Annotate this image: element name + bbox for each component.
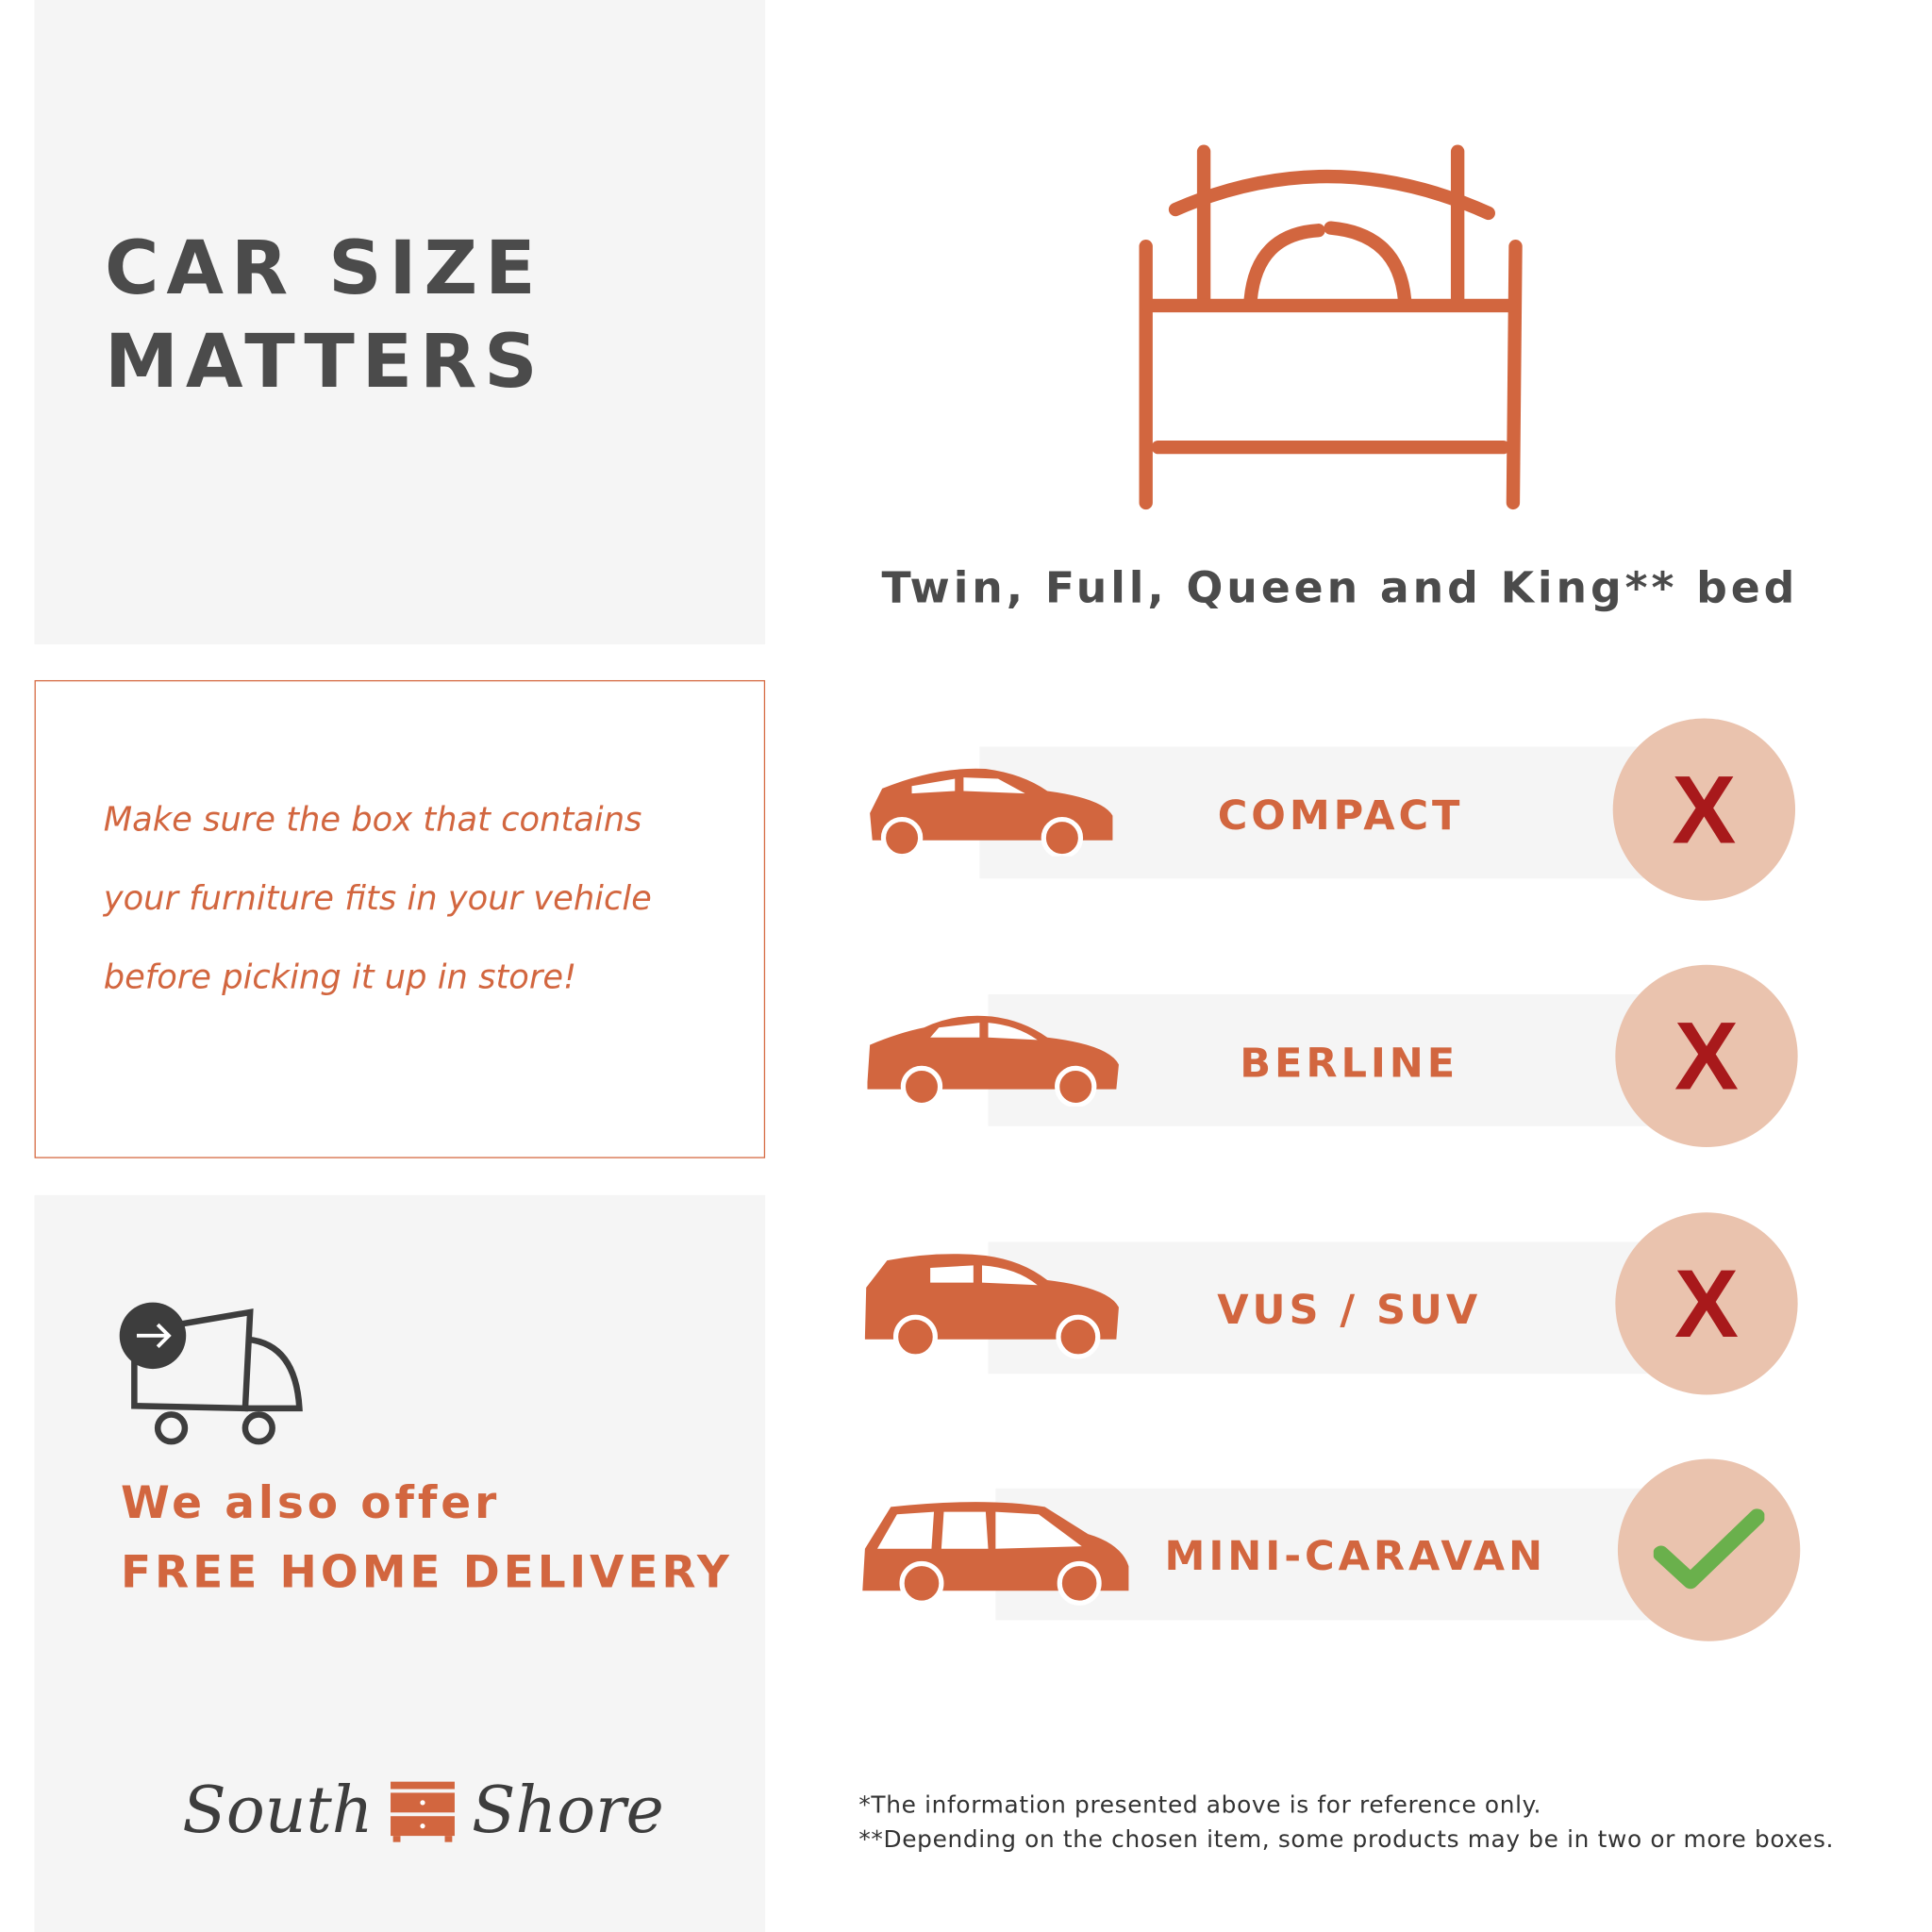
- x-icon: X: [1674, 1001, 1739, 1110]
- result-suv: X: [1615, 1212, 1798, 1395]
- x-icon: X: [1674, 1248, 1739, 1357]
- car-label-suv: VUS / SUV: [1217, 1285, 1482, 1334]
- sedan-car-icon: [867, 1015, 1119, 1107]
- bed-icon: [1139, 144, 1523, 510]
- note-line-2: your furniture fits in your vehicle: [103, 879, 652, 919]
- delivery-line-1: We also offer: [120, 1478, 501, 1529]
- dresser-icon: [390, 1781, 455, 1842]
- car-label-berline: BERLINE: [1240, 1039, 1459, 1087]
- note-line-1: Make sure the box that contains: [103, 800, 642, 840]
- car-label-minivan: MINI-CARAVAN: [1164, 1531, 1546, 1580]
- result-berline: X: [1615, 964, 1798, 1147]
- footnote-2: **Depending on the chosen item, some pro…: [858, 1825, 1835, 1854]
- logo-text-right: Shore: [471, 1774, 664, 1849]
- bed-caption: Twin, Full, Queen and King** bed: [881, 564, 1799, 614]
- x-icon: X: [1672, 754, 1737, 863]
- note-line-3: before picking it up in store!: [103, 958, 577, 997]
- south-shore-logo: South Shore: [182, 1774, 664, 1848]
- footnote-1: *The information presented above is for …: [858, 1791, 1542, 1819]
- note-box: [34, 679, 766, 1158]
- result-minivan: [1617, 1458, 1801, 1641]
- title-line-2: MATTERS: [105, 319, 545, 406]
- title-panel: [34, 0, 766, 645]
- suv-car-icon: [864, 1254, 1119, 1359]
- checkmark-icon: [1653, 1508, 1765, 1590]
- delivery-truck-icon: [119, 1302, 303, 1445]
- title-line-1: CAR SIZE: [105, 225, 543, 312]
- minivan-car-icon: [862, 1502, 1129, 1606]
- compact-car-icon: [870, 768, 1113, 857]
- result-compact: X: [1612, 718, 1796, 901]
- logo-text-left: South: [182, 1774, 374, 1849]
- page-title: CAR SIZE MATTERS: [105, 222, 544, 409]
- delivery-line-2: FREE HOME DELIVERY: [120, 1547, 733, 1599]
- car-label-compact: COMPACT: [1217, 791, 1464, 840]
